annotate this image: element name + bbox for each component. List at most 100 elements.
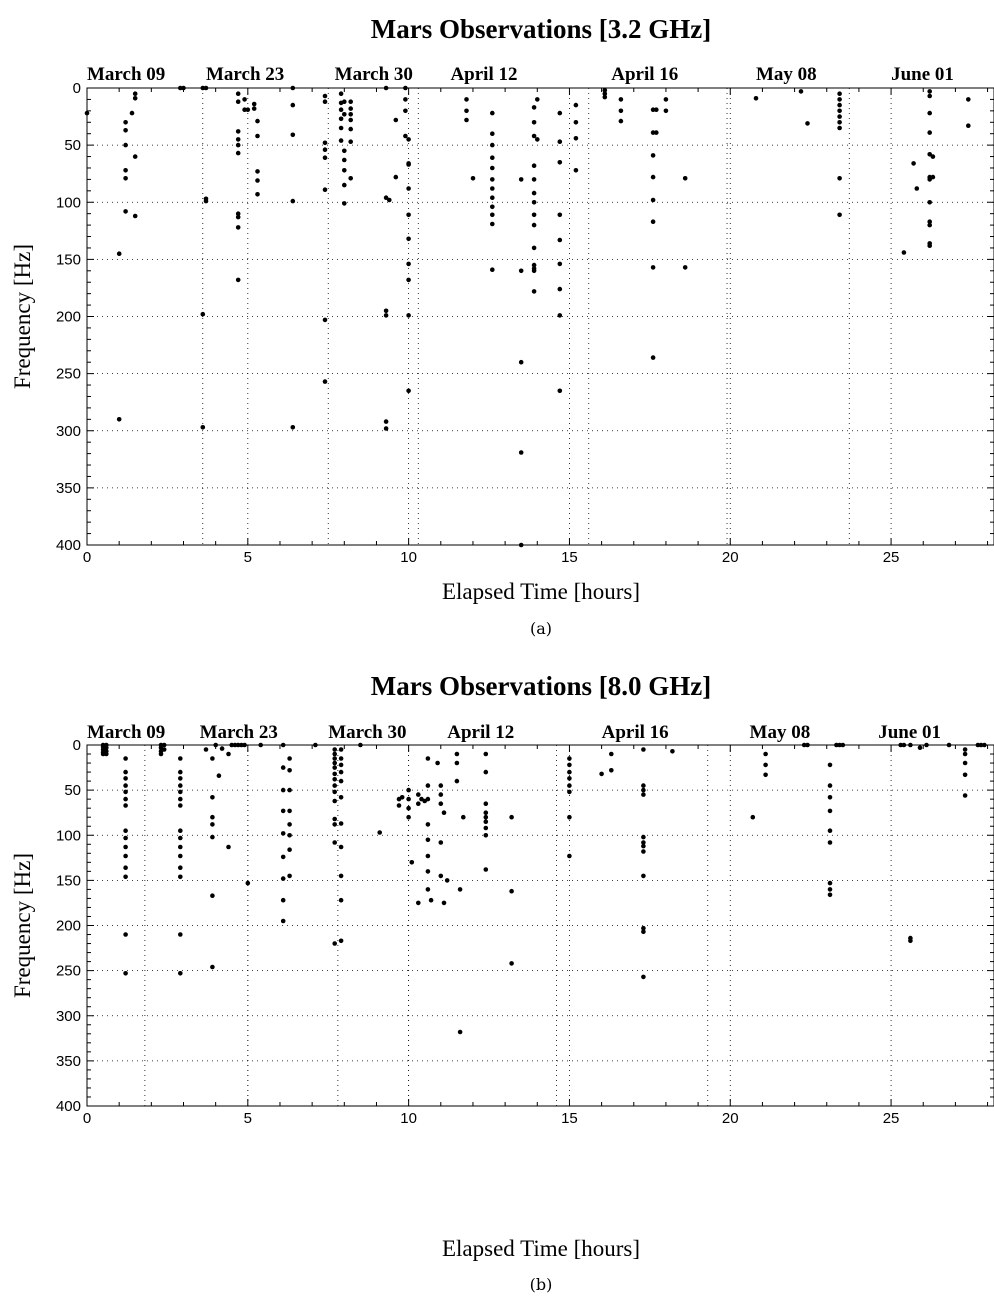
data-point [641, 787, 646, 793]
data-point [116, 251, 122, 256]
data-point [557, 212, 563, 218]
date-label: May 08 [750, 722, 811, 743]
data-point [438, 792, 444, 797]
y-tick-label: 250 [56, 366, 81, 383]
data-point [454, 751, 460, 757]
data-point [483, 769, 489, 775]
data-point [962, 772, 968, 778]
data-point [342, 182, 347, 188]
data-point [383, 308, 389, 314]
data-point [342, 168, 347, 173]
y-tick-label: 100 [56, 194, 81, 211]
data-point [531, 262, 537, 268]
data-point [287, 822, 292, 827]
data-point [338, 821, 344, 826]
data-point [332, 941, 338, 946]
date-label: March 23 [206, 64, 284, 85]
data-point [650, 265, 656, 270]
data-point [454, 760, 460, 766]
data-point [377, 830, 383, 835]
data-point [663, 97, 669, 102]
data-point [763, 762, 768, 768]
data-point [383, 85, 389, 91]
data-point [827, 783, 833, 788]
data-point [837, 212, 842, 218]
data-point [557, 139, 563, 144]
data-point [483, 814, 489, 820]
data-point [483, 801, 489, 806]
data-point [123, 783, 128, 788]
data-point [531, 245, 537, 251]
data-point [908, 742, 913, 748]
data-point [161, 742, 167, 748]
data-point [338, 795, 344, 800]
data-point [104, 745, 109, 750]
data-point [338, 116, 344, 122]
data-point [100, 751, 106, 757]
data-point [602, 91, 608, 96]
data-point [203, 198, 209, 204]
data-point [123, 828, 128, 833]
data-point [641, 925, 646, 931]
data-point [178, 783, 183, 788]
data-point [178, 803, 183, 808]
data-point [342, 112, 347, 117]
data-point [927, 200, 932, 205]
y-tick-label: 200 [56, 918, 81, 935]
data-point [280, 876, 286, 881]
data-point [406, 137, 411, 142]
data-point [406, 388, 411, 394]
data-point [470, 176, 476, 181]
data-point [837, 114, 842, 119]
data-point [425, 869, 431, 874]
data-point [567, 776, 572, 781]
x-axis-label: Elapsed Time [hours] [442, 1236, 640, 1261]
data-point [178, 865, 183, 870]
data-point [338, 938, 344, 944]
date-label: March 09 [87, 722, 165, 743]
data-point [287, 833, 292, 838]
data-point [242, 97, 247, 102]
data-point [557, 160, 563, 165]
data-point [573, 120, 579, 125]
date-label: April 16 [611, 64, 678, 85]
data-point [483, 819, 489, 824]
data-point [290, 102, 296, 108]
data-point [425, 822, 431, 827]
data-point [798, 89, 804, 94]
data-point [338, 897, 344, 903]
data-point [403, 133, 408, 139]
data-point [342, 99, 347, 104]
data-point [287, 847, 292, 852]
data-point [483, 751, 489, 757]
data-point [348, 176, 354, 181]
x-tick-label: 0 [83, 549, 91, 566]
data-point [342, 201, 347, 206]
data-point [123, 853, 128, 859]
data-point [518, 450, 524, 455]
data-point [348, 117, 354, 123]
data-point [924, 742, 929, 748]
data-point [123, 168, 128, 173]
data-point [338, 873, 344, 879]
data-point [338, 769, 344, 775]
data-point [531, 200, 537, 205]
y-tick-label: 300 [56, 1008, 81, 1025]
data-point [464, 117, 469, 123]
data-point [332, 816, 338, 822]
data-point [827, 795, 833, 800]
data-point [438, 873, 444, 879]
data-point [978, 742, 984, 748]
y-tick-label: 100 [56, 827, 81, 844]
data-point [901, 742, 907, 748]
data-point [518, 177, 524, 182]
data-point [210, 822, 215, 827]
data-point [132, 154, 138, 159]
data-point [258, 742, 264, 748]
data-point [531, 212, 537, 218]
data-point [531, 222, 537, 228]
data-point [332, 771, 338, 777]
x-tick-label: 15 [561, 1110, 578, 1127]
data-point [210, 756, 215, 761]
